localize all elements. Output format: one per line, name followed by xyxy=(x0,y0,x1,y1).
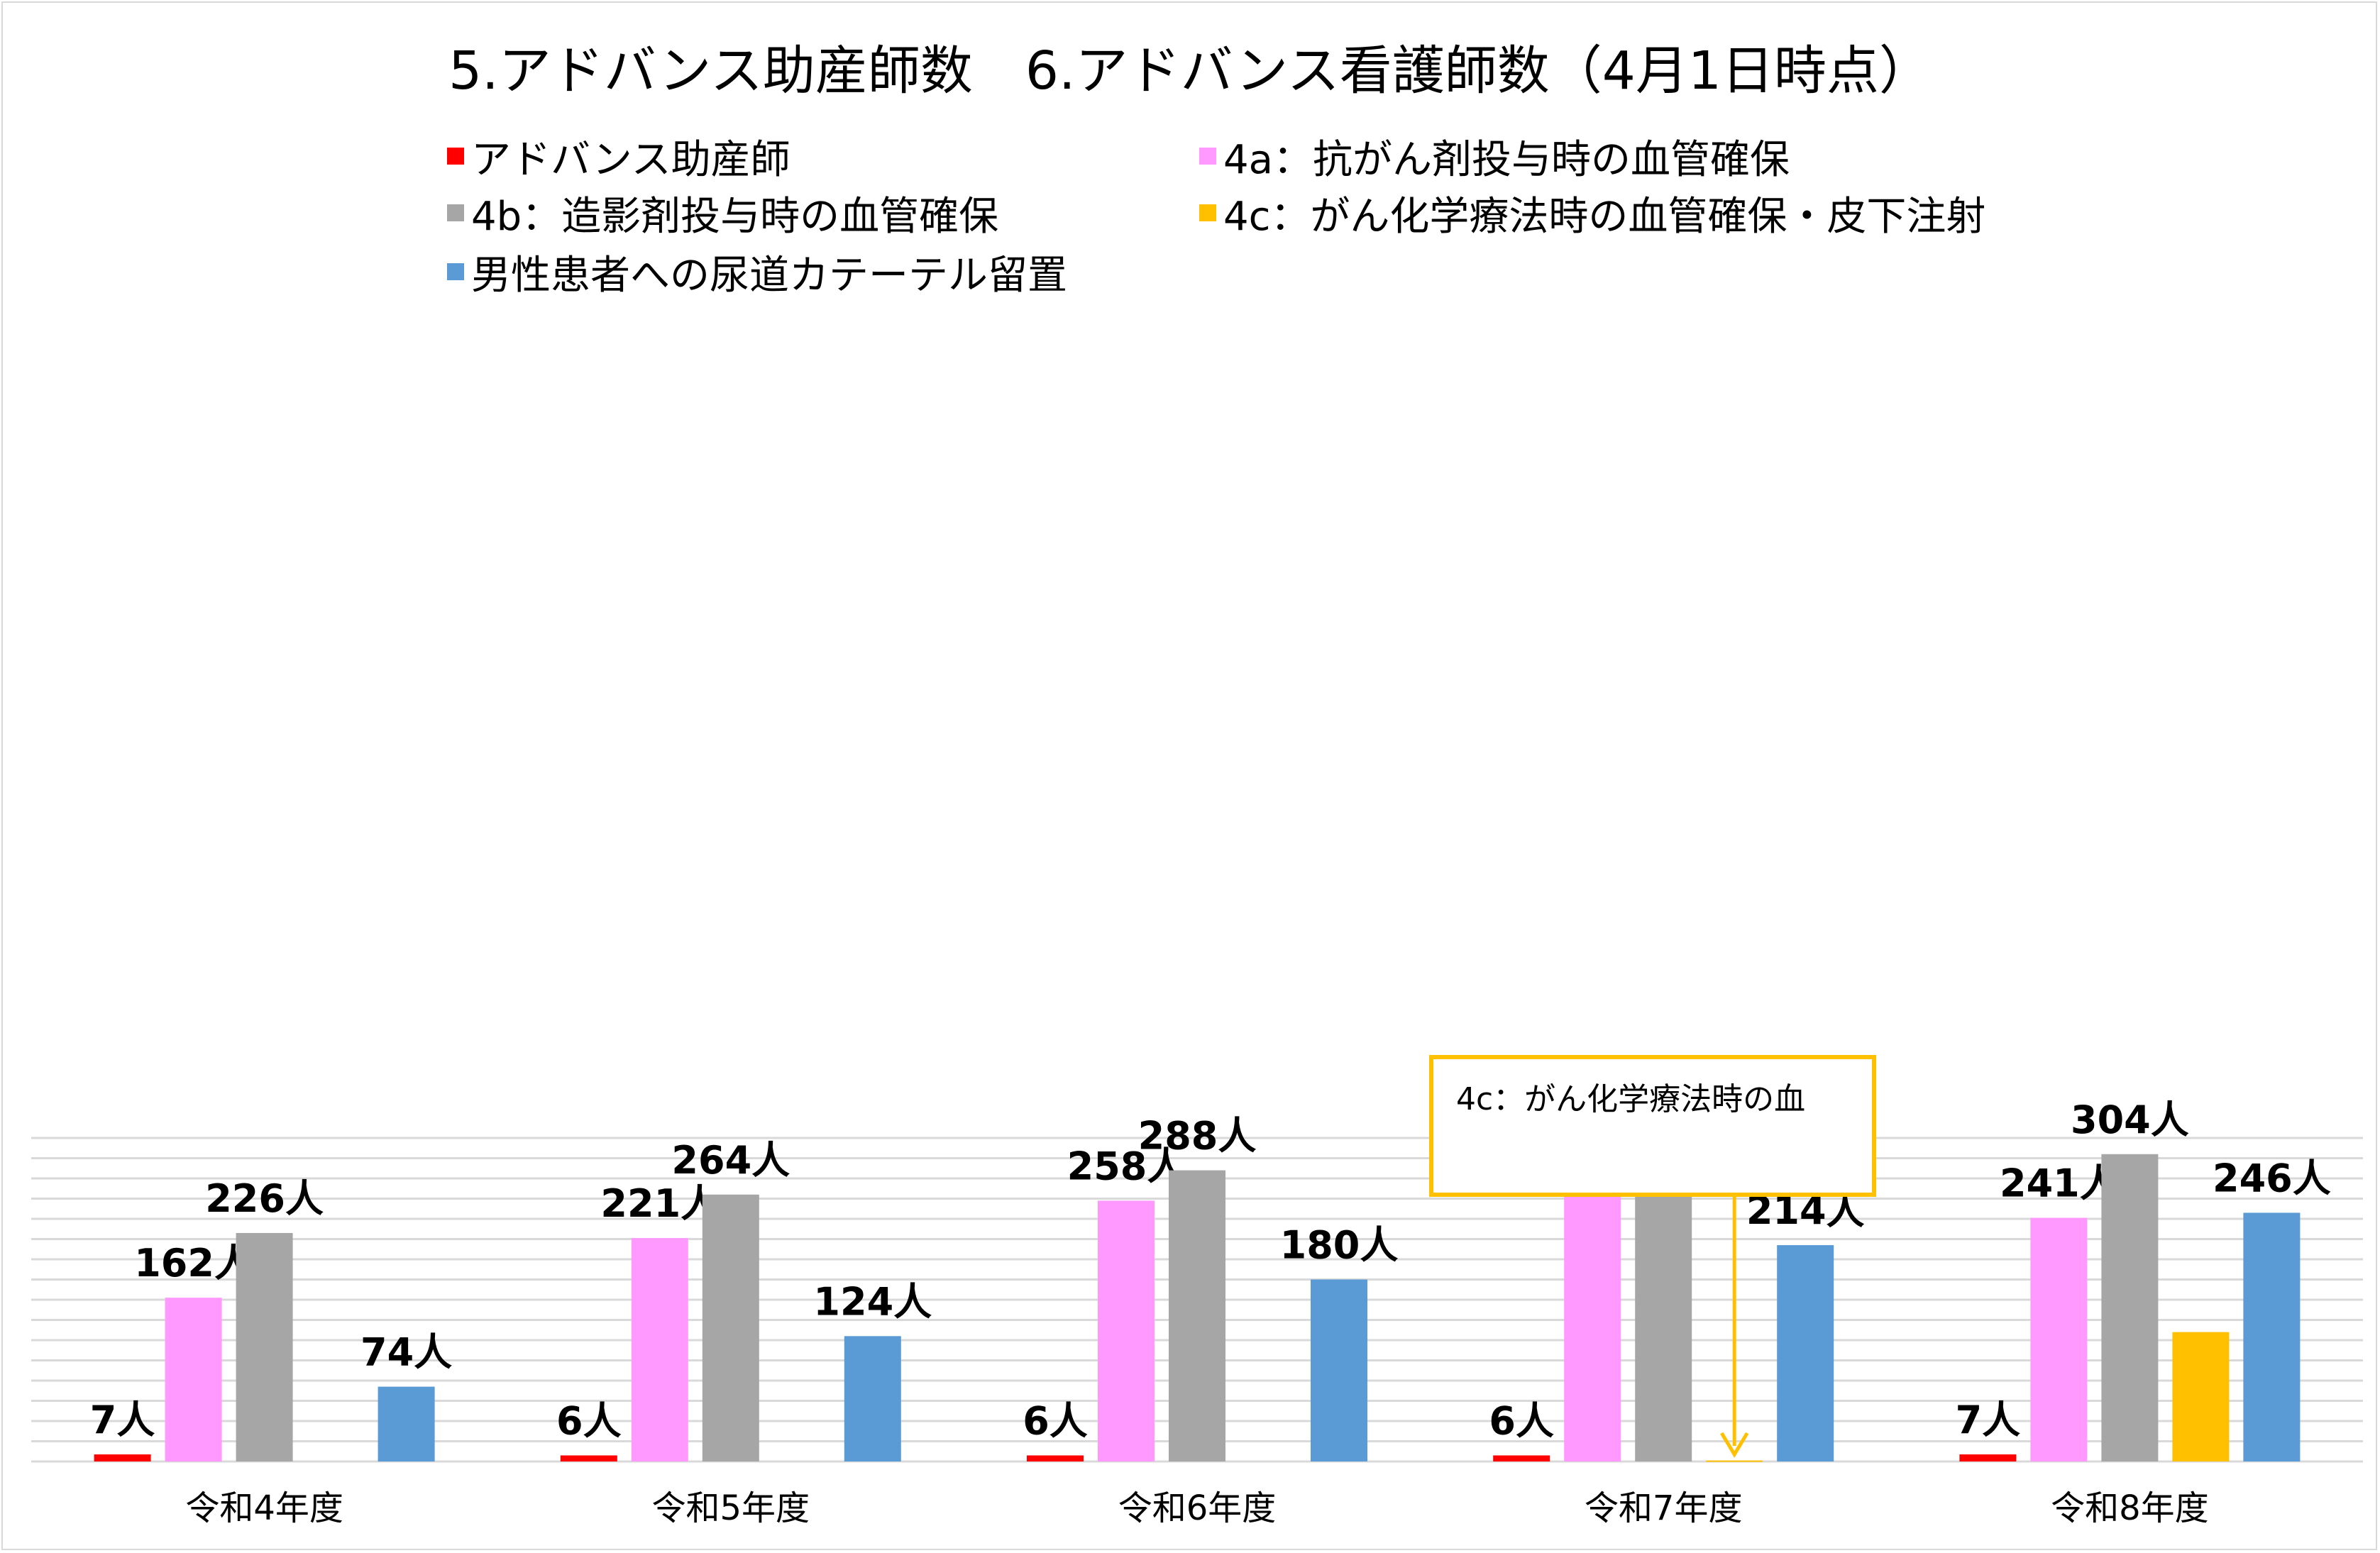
legend-item: 4c：がん化学療法時の血管確保・皮下注射 xyxy=(1199,188,1985,240)
legend-label: 4a：抗がん剤投与時の血管確保 xyxy=(1223,136,1790,183)
data-label: 258人 xyxy=(1067,1144,1186,1188)
bar xyxy=(844,1336,901,1461)
bar xyxy=(94,1454,151,1461)
x-tick-label: 令和4年度 xyxy=(185,1488,343,1528)
legend-label: 4c：がん化学療法時の血管確保・皮下注射 xyxy=(1223,193,1986,240)
legend-item: アドバンス助産師 xyxy=(447,131,790,183)
data-label: 6人 xyxy=(556,1398,622,1443)
x-tick-label: 令和6年度 xyxy=(1118,1488,1277,1528)
data-label: 246人 xyxy=(2213,1156,2331,1200)
legend-swatch xyxy=(447,148,464,165)
data-label: 7人 xyxy=(90,1398,155,1442)
bar xyxy=(378,1386,435,1461)
data-label: 221人 xyxy=(600,1181,719,1226)
bar xyxy=(1311,1279,1367,1461)
bar xyxy=(1493,1455,1550,1461)
bar xyxy=(1098,1200,1155,1461)
bar xyxy=(2243,1212,2301,1461)
legend-item: 4a：抗がん剤投与時の血管確保 xyxy=(1199,131,1790,183)
legend-swatch xyxy=(447,204,464,221)
bar xyxy=(165,1298,222,1461)
x-tick-label: 令和5年度 xyxy=(652,1488,810,1528)
data-label: 288人 xyxy=(1138,1114,1257,1159)
legend-item: 男性患者への尿道カテーテル留置 xyxy=(447,247,1067,299)
legend-swatch xyxy=(1199,148,1216,165)
data-label: 264人 xyxy=(671,1138,790,1183)
legend-label: 4b：造影剤投与時の血管確保 xyxy=(471,193,999,240)
bar xyxy=(236,1232,293,1461)
chart-title: 5.アドバンス助産師数 6.アドバンス看護師数（4月1日時点） xyxy=(448,40,1932,101)
bar xyxy=(1777,1245,1834,1461)
data-label: 304人 xyxy=(2071,1098,2189,1142)
data-label: 226人 xyxy=(205,1176,324,1221)
data-label: 124人 xyxy=(813,1279,932,1324)
bar xyxy=(1635,1155,1692,1461)
x-tick-label: 令和8年度 xyxy=(2051,1488,2209,1528)
bar xyxy=(1564,1185,1621,1461)
bar xyxy=(2172,1332,2230,1461)
legend: アドバンス助産師 4a：抗がん剤投与時の血管確保 4b：造影剤投与時の血管確保 4c：… xyxy=(0,0,2380,312)
bar xyxy=(1959,1454,2017,1461)
x-tick-label: 令和7年度 xyxy=(1585,1488,1743,1528)
data-label: 74人 xyxy=(360,1330,452,1375)
data-label: 6人 xyxy=(1023,1398,1088,1443)
bar xyxy=(1706,1460,1763,1462)
bar xyxy=(2101,1154,2159,1461)
data-label: 7人 xyxy=(1956,1398,2021,1442)
bar xyxy=(1169,1170,1225,1461)
bar xyxy=(560,1455,617,1461)
bar xyxy=(702,1194,759,1461)
bar xyxy=(631,1238,688,1461)
callout-text: 4c：がん化学療法時の血 xyxy=(1456,1081,1806,1117)
callout-4c: 4c：がん化学療法時の血 xyxy=(1429,1055,1876,1197)
legend-swatch xyxy=(447,263,464,280)
data-label: 6人 xyxy=(1489,1398,1554,1443)
data-label: 241人 xyxy=(2000,1161,2118,1206)
legend-item: 4b：造影剤投与時の血管確保 xyxy=(447,188,998,240)
legend-swatch xyxy=(1199,204,1216,221)
legend-label: 男性患者への尿道カテーテル留置 xyxy=(471,252,1067,299)
bar xyxy=(2030,1217,2088,1461)
bar xyxy=(1027,1455,1084,1461)
data-label: 162人 xyxy=(134,1241,253,1286)
data-label: 180人 xyxy=(1280,1223,1399,1268)
legend-label: アドバンス助産師 xyxy=(471,136,790,183)
